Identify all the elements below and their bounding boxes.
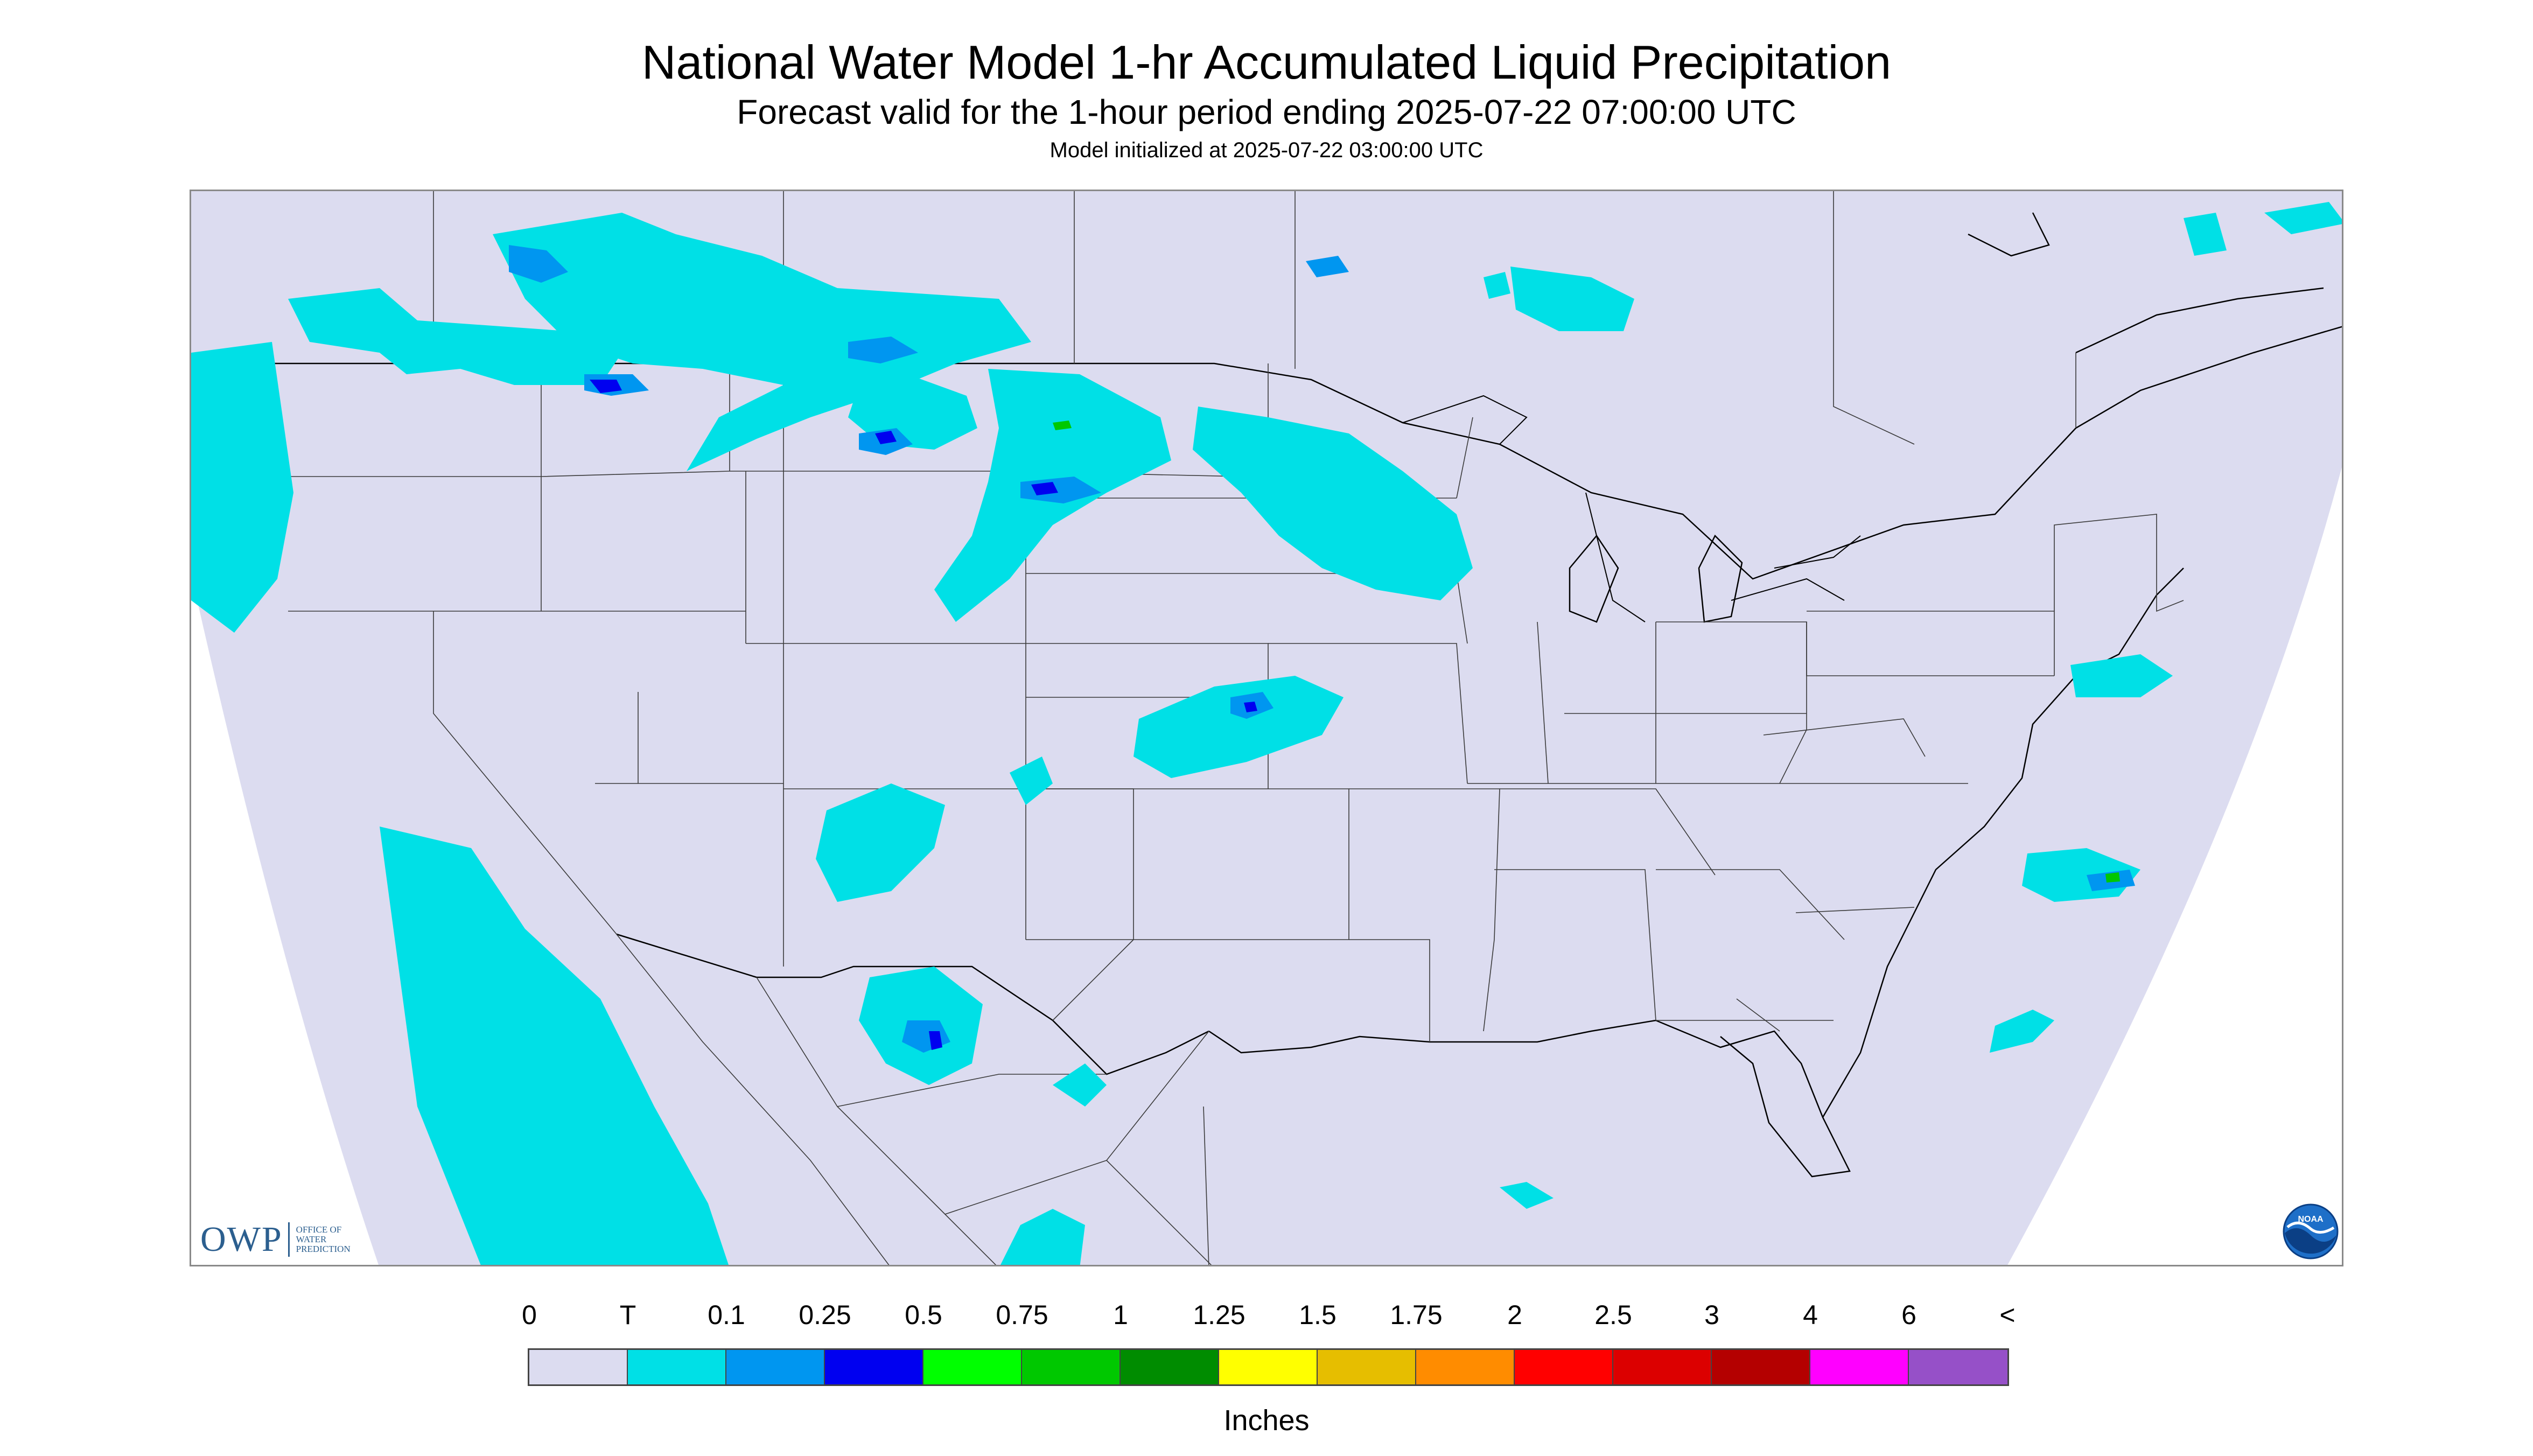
model-init-text: Model initialized at 2025-07-22 03:00:00… [1049,138,1484,162]
owp-logo-mark: OWP [200,1220,283,1259]
country-borders [213,212,2342,1178]
legend-swatch [1318,1350,1416,1384]
legend-tick-label: 0.75 [996,1300,1048,1330]
legend-tick-label: 1.5 [1299,1300,1337,1330]
legend-swatch [1022,1350,1121,1384]
legend-tick-label: 6 [1901,1300,1916,1330]
legend-swatch [1909,1350,2007,1384]
precip-trace [191,202,2342,1265]
legend-swatch [1416,1350,1515,1384]
legend-tick-label: 2 [1507,1300,1522,1330]
legend-tick-label: 1.75 [1390,1300,1443,1330]
legend-swatch [628,1350,726,1384]
legend-swatch [1121,1350,1219,1384]
legend-tick-label: 3 [1704,1300,1719,1330]
precipitation-map [190,190,2343,1266]
legend-tick-label: 0 [522,1300,537,1330]
legend-swatch [1712,1350,1810,1384]
precip-heavy [1053,421,2120,883]
legend-swatch [923,1350,1022,1384]
legend-colorbar [528,1348,2009,1386]
legend-swatch [1219,1350,1318,1384]
legend-swatch [1613,1350,1712,1384]
legend-tick-label: < [1999,1300,2016,1330]
precip-moderate [590,380,1257,1050]
legend-tick-label: 0.1 [708,1300,745,1330]
map-canvas [191,191,2342,1265]
noaa-logo: NOAA [2283,1203,2339,1259]
noaa-logo-text: NOAA [2298,1215,2324,1224]
owp-logo-text: OFFICE OF WATER PREDICTION [296,1224,351,1254]
owp-logo-divider [288,1222,290,1257]
valid-period-subtitle: Forecast valid for the 1-hour period end… [737,93,1796,131]
chart-title: National Water Model 1-hr Accumulated Li… [641,36,1892,89]
great-lakes [1402,395,1861,622]
legend-swatch [1810,1350,1909,1384]
legend-swatch [825,1350,923,1384]
legend-swatch [1515,1350,1613,1384]
legend-tick-label: T [619,1300,636,1330]
legend-swatch [529,1350,628,1384]
legend-tick-label: 4 [1803,1300,1818,1330]
legend-swatch [726,1350,825,1384]
legend-tick-label: 2.5 [1594,1300,1632,1330]
legend-tick-label: 0.5 [905,1300,942,1330]
owp-logo: OWP OFFICE OF WATER PREDICTION [200,1218,372,1261]
legend-tick-label: 0.25 [799,1300,851,1330]
legend-tick-label: 1.25 [1193,1300,1245,1330]
legend-units: Inches [1223,1404,1310,1437]
legend-tick-label: 1 [1113,1300,1128,1330]
legend-labels: 0 T 0.1 0.25 0.5 0.75 1 1.25 1.5 1.75 2 2.5 3 4 6 < [0,1299,2533,1336]
